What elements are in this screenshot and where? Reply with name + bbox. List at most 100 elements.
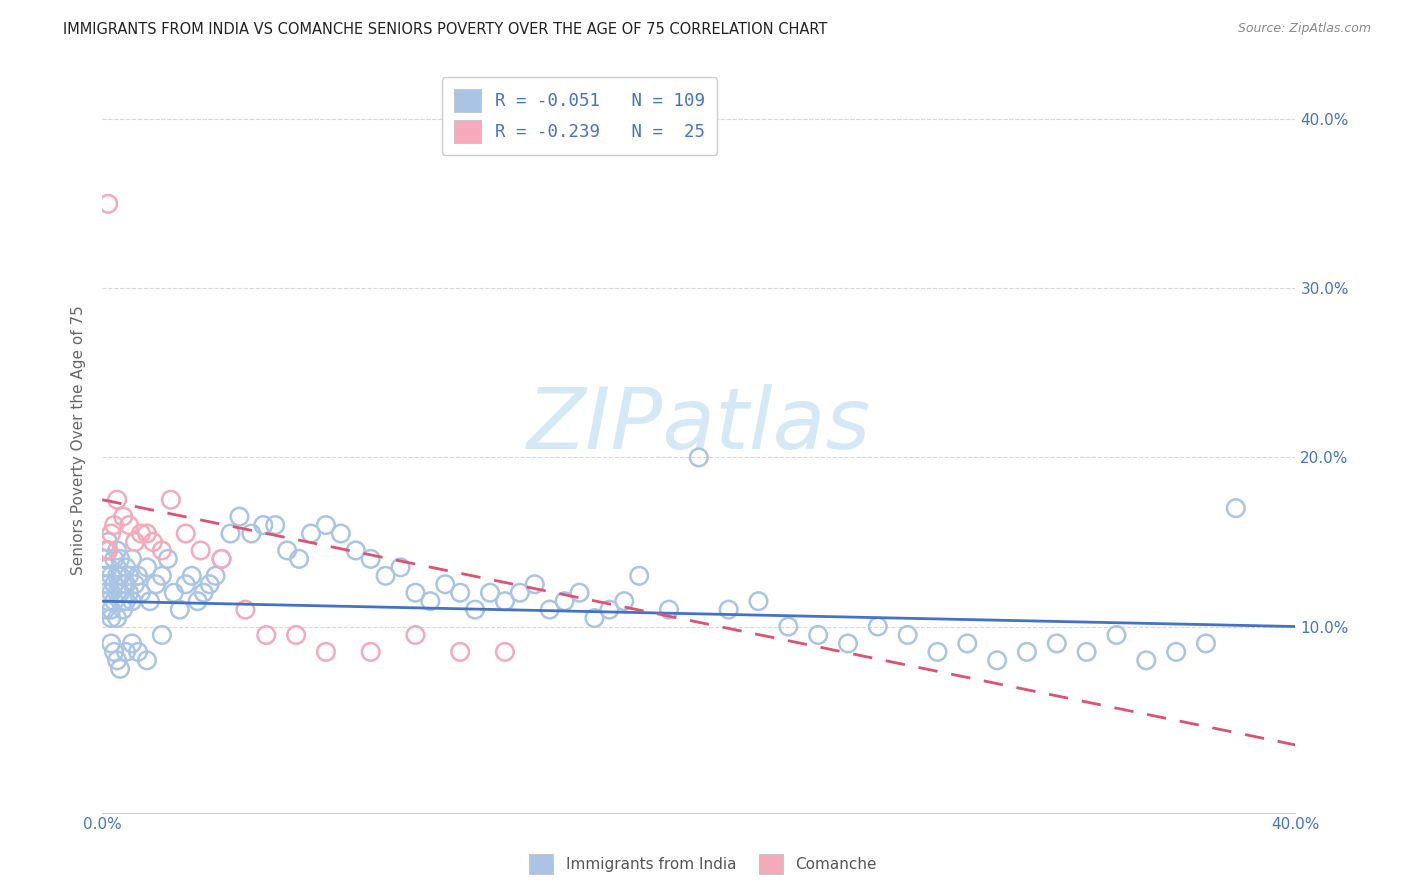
Point — [204, 569, 226, 583]
Point — [150, 543, 173, 558]
Point — [103, 552, 125, 566]
Point — [103, 645, 125, 659]
Point — [404, 628, 426, 642]
Point — [112, 509, 135, 524]
Point — [778, 619, 800, 633]
Point — [163, 585, 186, 599]
Point — [329, 526, 352, 541]
Point — [285, 628, 308, 642]
Point — [897, 628, 920, 642]
Point — [112, 577, 135, 591]
Point — [583, 611, 606, 625]
Point — [118, 585, 141, 599]
Point — [100, 569, 122, 583]
Point — [103, 518, 125, 533]
Point — [100, 611, 122, 625]
Point — [159, 492, 181, 507]
Point — [103, 594, 125, 608]
Point — [127, 569, 149, 583]
Point — [150, 569, 173, 583]
Point — [1046, 636, 1069, 650]
Legend: Immigrants from India, Comanche: Immigrants from India, Comanche — [523, 848, 883, 880]
Point — [139, 594, 162, 608]
Point — [360, 552, 382, 566]
Point — [568, 585, 591, 599]
Point — [613, 594, 636, 608]
Point — [1105, 628, 1128, 642]
Point — [108, 552, 131, 566]
Point — [105, 543, 128, 558]
Point — [374, 569, 396, 583]
Point — [108, 585, 131, 599]
Point — [105, 611, 128, 625]
Point — [228, 509, 250, 524]
Point — [100, 526, 122, 541]
Point — [174, 526, 197, 541]
Point — [254, 628, 277, 642]
Point — [658, 602, 681, 616]
Point — [717, 602, 740, 616]
Point — [315, 645, 337, 659]
Point — [956, 636, 979, 650]
Point — [136, 526, 159, 541]
Point — [97, 196, 120, 211]
Point — [193, 585, 215, 599]
Point — [315, 518, 337, 533]
Point — [108, 662, 131, 676]
Point — [288, 552, 311, 566]
Point — [105, 585, 128, 599]
Point — [986, 653, 1008, 667]
Point — [115, 594, 138, 608]
Point — [927, 645, 949, 659]
Point — [97, 543, 120, 558]
Point — [1195, 636, 1218, 650]
Point — [121, 594, 143, 608]
Point — [97, 535, 120, 549]
Point — [103, 577, 125, 591]
Point — [150, 628, 173, 642]
Point — [538, 602, 561, 616]
Point — [118, 518, 141, 533]
Point — [1166, 645, 1188, 659]
Point — [523, 577, 546, 591]
Point — [837, 636, 859, 650]
Point — [115, 560, 138, 574]
Point — [276, 543, 298, 558]
Point — [235, 602, 257, 616]
Point — [1225, 501, 1247, 516]
Point — [129, 585, 152, 599]
Point — [494, 645, 516, 659]
Point — [464, 602, 486, 616]
Point — [807, 628, 830, 642]
Point — [449, 645, 471, 659]
Point — [97, 594, 120, 608]
Point — [494, 594, 516, 608]
Point — [866, 619, 889, 633]
Point — [169, 602, 191, 616]
Point — [97, 560, 120, 574]
Point — [112, 594, 135, 608]
Point — [121, 552, 143, 566]
Point — [554, 594, 576, 608]
Point — [187, 594, 209, 608]
Point — [108, 569, 131, 583]
Point — [124, 577, 146, 591]
Point — [1015, 645, 1038, 659]
Point — [121, 636, 143, 650]
Point — [100, 602, 122, 616]
Point — [94, 543, 117, 558]
Point — [94, 569, 117, 583]
Point — [136, 560, 159, 574]
Text: Source: ZipAtlas.com: Source: ZipAtlas.com — [1237, 22, 1371, 36]
Point — [688, 450, 710, 465]
Point — [190, 543, 212, 558]
Point — [94, 585, 117, 599]
Point — [174, 577, 197, 591]
Point — [1135, 653, 1157, 667]
Point — [97, 543, 120, 558]
Point — [112, 602, 135, 616]
Point — [115, 645, 138, 659]
Point — [344, 543, 367, 558]
Point — [747, 594, 769, 608]
Point — [219, 526, 242, 541]
